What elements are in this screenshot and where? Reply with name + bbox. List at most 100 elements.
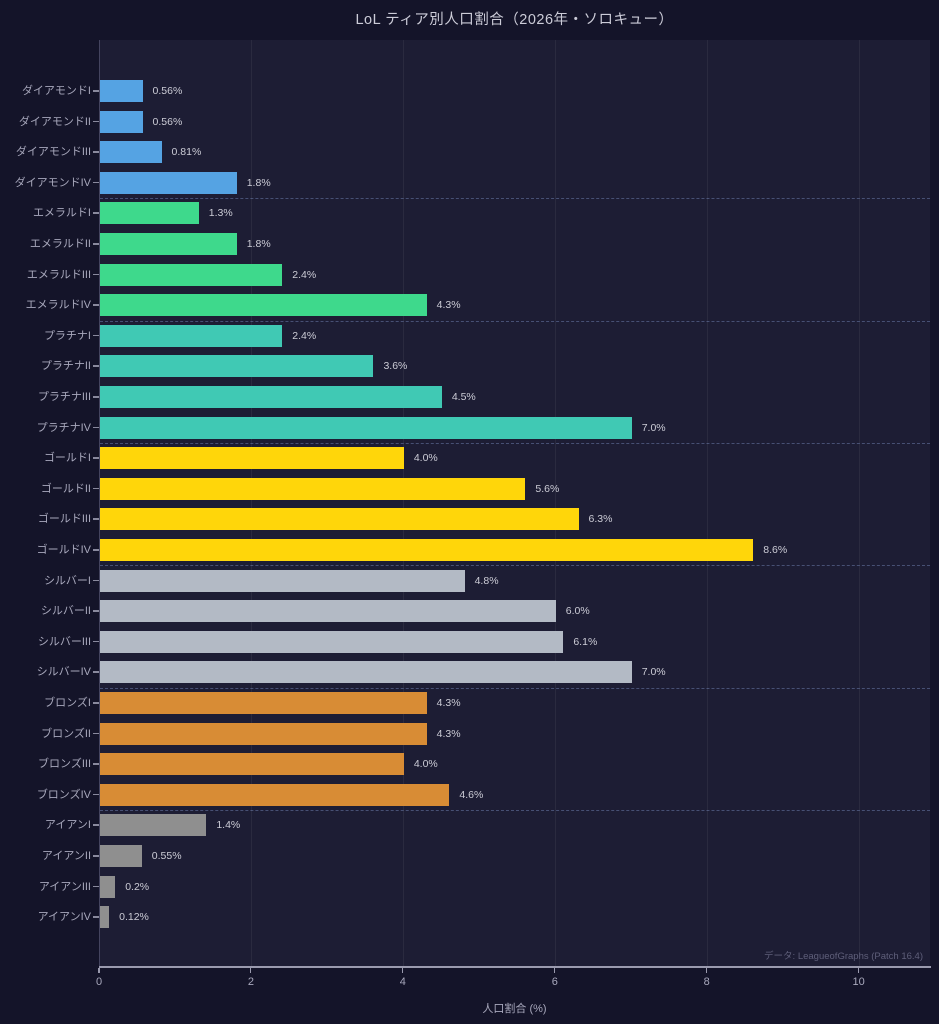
y-tick xyxy=(93,487,99,490)
bar xyxy=(100,508,579,531)
bar-value-label: 4.5% xyxy=(451,391,476,403)
bar xyxy=(100,171,237,194)
y-tick xyxy=(93,181,99,184)
bar xyxy=(100,110,143,133)
y-tick xyxy=(93,885,99,888)
x-tick xyxy=(857,968,860,973)
bar-value-label: 0.81% xyxy=(171,146,202,159)
x-tick xyxy=(249,968,252,973)
y-tick xyxy=(93,334,99,337)
x-tick-label: 4 xyxy=(399,976,406,988)
bar-value-label: 4.0% xyxy=(413,758,438,771)
bar-value-label: 4.3% xyxy=(436,727,461,740)
bar-value-label: 3.6% xyxy=(383,360,408,373)
y-tick xyxy=(93,855,99,857)
bar xyxy=(100,447,404,470)
group-separator xyxy=(100,442,930,444)
y-tick xyxy=(93,426,99,429)
y-tick xyxy=(93,151,99,153)
bar-value-label: 0.12% xyxy=(119,911,149,924)
y-tick xyxy=(93,396,99,398)
bar-value-label: 4.0% xyxy=(413,452,438,465)
bar xyxy=(100,569,465,592)
y-tick xyxy=(93,90,99,92)
bar xyxy=(100,539,754,561)
y-axis-label: シルバーIV xyxy=(36,666,91,679)
x-tick-label: 8 xyxy=(703,976,710,988)
bar-value-label: 4.3% xyxy=(436,299,461,312)
y-tick xyxy=(93,549,99,551)
bar xyxy=(100,355,374,378)
bar xyxy=(100,722,427,745)
bar xyxy=(100,661,632,684)
bar xyxy=(100,294,427,317)
y-axis-label: ブロンズIII xyxy=(38,758,91,771)
y-axis-label: ゴールドII xyxy=(40,482,91,495)
bar xyxy=(100,233,237,255)
gridline xyxy=(706,40,708,967)
group-separator xyxy=(100,320,930,322)
y-axis-label: アイアンI xyxy=(44,819,91,832)
y-axis-label: プラチナIII xyxy=(37,391,91,403)
gridline xyxy=(858,40,860,967)
x-tick xyxy=(98,968,100,973)
y-axis-label: アイアンIII xyxy=(38,880,91,893)
bar xyxy=(100,692,427,714)
bar xyxy=(100,324,283,347)
y-axis-label: ゴールドIII xyxy=(37,513,91,526)
bar xyxy=(100,845,142,867)
bar xyxy=(100,875,116,898)
x-tick-label: 2 xyxy=(247,976,254,988)
y-tick xyxy=(93,243,99,245)
y-tick xyxy=(93,732,99,735)
bar-value-label: 6.0% xyxy=(565,605,590,618)
y-axis-label: ダイアモンドIII xyxy=(15,146,91,159)
y-axis-label: プラチナII xyxy=(40,360,91,373)
y-tick xyxy=(93,793,99,796)
bar xyxy=(100,783,450,806)
y-axis-label: アイアンII xyxy=(41,850,91,862)
x-tick-label: 10 xyxy=(852,976,865,988)
bar-value-label: 2.4% xyxy=(292,329,317,342)
x-tick-label: 0 xyxy=(95,976,103,988)
group-separator xyxy=(100,810,930,812)
bar xyxy=(100,600,556,623)
y-tick xyxy=(93,916,99,918)
source-note: データ: LeagueofGraphs (Patch 16.4) xyxy=(764,951,923,962)
bar-value-label: 7.0% xyxy=(641,666,666,679)
bar-value-label: 0.56% xyxy=(152,115,183,128)
y-tick xyxy=(93,763,99,765)
y-axis-label: アイアンIV xyxy=(37,911,91,924)
y-axis-label: ゴールドIV xyxy=(36,544,91,556)
x-axis-title: 人口割合 (%) xyxy=(482,1003,547,1015)
bar xyxy=(100,141,162,164)
x-tick-label: 6 xyxy=(551,976,558,988)
bar xyxy=(100,202,199,225)
bar-value-label: 0.55% xyxy=(151,850,182,862)
y-axis-label: ゴールドI xyxy=(43,452,91,465)
group-separator xyxy=(100,565,930,567)
bar-value-label: 0.2% xyxy=(125,880,150,893)
y-tick xyxy=(93,273,99,276)
bar-value-label: 4.3% xyxy=(436,697,461,709)
y-axis-label: シルバーIII xyxy=(37,635,91,648)
x-tick xyxy=(401,968,404,973)
bar-value-label: 1.8% xyxy=(246,176,271,189)
y-axis-label: ブロンズI xyxy=(44,697,91,709)
bar xyxy=(100,753,404,776)
chart-title: LoL ティア別人口割合（2026年・ソロキュー） xyxy=(355,12,674,28)
y-tick xyxy=(93,671,99,673)
y-axis-label: ブロンズIV xyxy=(36,788,91,801)
y-tick xyxy=(93,457,99,459)
bar-value-label: 5.6% xyxy=(535,482,560,495)
bar-value-label: 8.6% xyxy=(763,544,788,556)
gridline xyxy=(402,40,404,967)
bar-value-label: 1.4% xyxy=(216,819,241,832)
bar-value-label: 7.0% xyxy=(641,421,666,434)
bar xyxy=(100,630,564,653)
bar xyxy=(100,263,283,286)
y-tick xyxy=(93,824,99,826)
y-axis-label: シルバーII xyxy=(40,605,91,618)
x-tick xyxy=(553,968,556,973)
